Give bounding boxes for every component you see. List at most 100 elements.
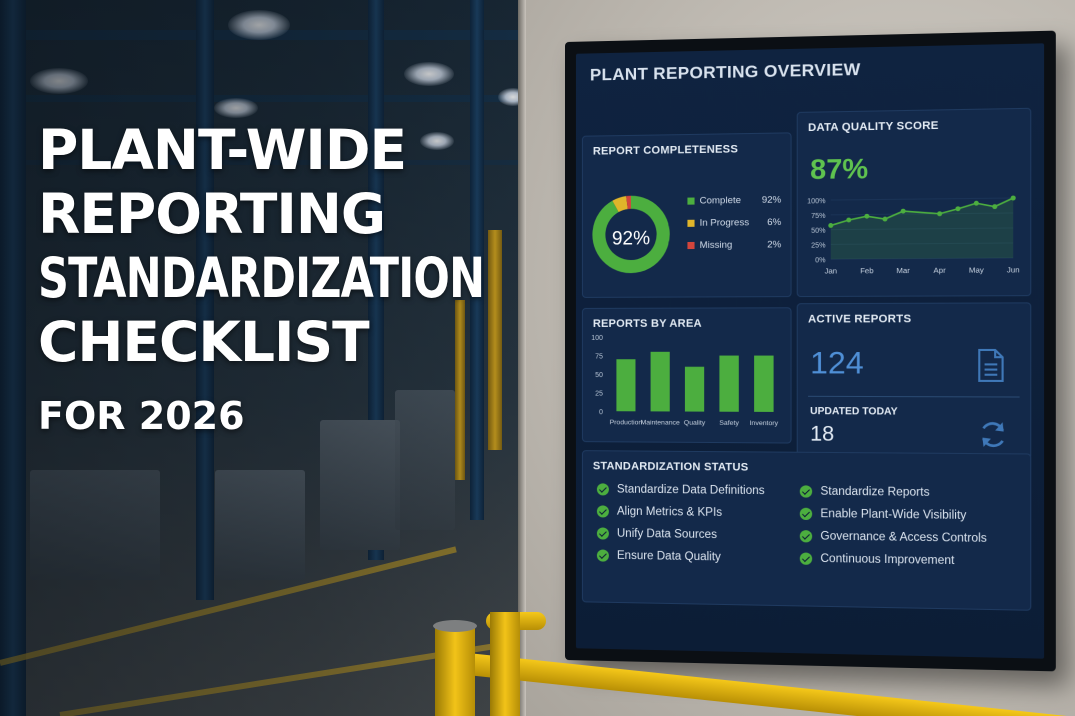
y-tick-label: 100% xyxy=(807,198,825,205)
checklist-item: Unify Data Sources xyxy=(596,527,717,542)
updated-today-title: UPDATED TODAY xyxy=(810,405,898,418)
bar-inventory xyxy=(754,355,774,412)
card-title: REPORTS BY AREA xyxy=(592,317,702,330)
y-tick-label: 0 xyxy=(599,409,603,416)
x-tick-label: Apr xyxy=(934,266,947,275)
report-completeness-card: REPORT COMPLETENESS 92% Complete 92% In … xyxy=(582,132,792,298)
quality-point xyxy=(882,216,888,222)
checklist-label: Standardize Data Definitions xyxy=(616,483,765,498)
checklist-label: Unify Data Sources xyxy=(616,527,717,542)
bar-maintenance xyxy=(650,351,670,412)
wall-edge xyxy=(518,0,526,716)
legend-value: 92% xyxy=(761,194,782,206)
divider xyxy=(808,395,1020,398)
legend-label: Complete xyxy=(699,194,742,207)
headline-line: CHECKLIST xyxy=(38,310,370,374)
headline-line: STANDARDIZATION xyxy=(38,246,485,310)
checklist-item: Enable Plant-Wide Visibility xyxy=(799,507,967,523)
legend-label: Missing xyxy=(699,239,733,251)
data-quality-card: DATA QUALITY SCORE 87% 0% 25% 50% 75% 100% Ja… xyxy=(796,107,1032,298)
x-tick-label: Safety xyxy=(719,420,739,427)
x-tick-label: Mar xyxy=(896,266,910,275)
check-icon xyxy=(799,552,813,565)
dashboard-screen: PLANT REPORTING OVERVIEW REPORT COMPLETE… xyxy=(575,43,1045,659)
y-tick-label: 75% xyxy=(811,213,825,220)
check-icon xyxy=(596,505,609,518)
legend-item-complete: Complete 92% xyxy=(687,194,782,207)
x-tick-label: Jun xyxy=(1007,265,1020,274)
x-tick-label: Maintenance xyxy=(641,419,680,426)
y-tick-label: 25 xyxy=(595,391,603,398)
checklist-label: Governance & Access Controls xyxy=(820,530,987,545)
card-title: DATA QUALITY SCORE xyxy=(808,119,939,135)
check-icon xyxy=(596,527,609,540)
x-tick-label: Inventory xyxy=(750,420,779,427)
checklist-item: Governance & Access Controls xyxy=(799,530,987,545)
quality-point xyxy=(846,217,852,223)
checklist-label: Standardize Reports xyxy=(820,485,930,499)
checklist-label: Ensure Data Quality xyxy=(616,549,721,564)
x-tick-label: Jan xyxy=(825,266,837,275)
check-icon xyxy=(799,507,813,521)
legend-label: In Progress xyxy=(699,217,750,229)
legend-swatch xyxy=(687,219,695,227)
refresh-icon xyxy=(977,419,1009,450)
legend-item-missing: Missing 2% xyxy=(687,239,781,251)
active-reports-count: 124 xyxy=(810,344,864,381)
document-icon xyxy=(977,349,1005,382)
quality-area-fill xyxy=(830,198,1014,260)
y-tick-label: 0% xyxy=(815,257,825,264)
legend-value: 2% xyxy=(767,239,782,251)
gridline xyxy=(831,198,1013,200)
card-title: STANDARDIZATION STATUS xyxy=(592,460,749,474)
bar-production xyxy=(616,359,636,412)
check-icon xyxy=(799,485,813,498)
updated-today-count: 18 xyxy=(810,422,835,446)
bar-quality xyxy=(684,366,705,412)
headline: PLANT-WIDE REPORTING STANDARDIZATION CHE… xyxy=(38,118,518,438)
headline-subline: FOR 2026 xyxy=(38,394,245,438)
headline-line: PLANT-WIDE xyxy=(38,118,407,182)
railing-post-cap xyxy=(433,620,477,632)
legend-item-in-progress: In Progress 6% xyxy=(687,217,781,229)
card-title: ACTIVE REPORTS xyxy=(808,313,912,326)
checklist-label: Align Metrics & KPIs xyxy=(616,505,723,519)
reports-by-area-card: REPORTS BY AREA 0 25 50 75 100 Production Main… xyxy=(581,307,792,444)
check-icon xyxy=(596,483,609,496)
y-tick-label: 50 xyxy=(595,372,603,379)
safety-railing-post xyxy=(490,612,520,716)
quality-trend-chart: 0% 25% 50% 75% 100% Jan Feb Mar Apr May Jun xyxy=(807,192,1020,276)
active-reports-card: ACTIVE REPORTS 124 UPDATED TODAY 18 xyxy=(796,302,1032,460)
legend-value: 6% xyxy=(767,216,782,229)
legend-swatch xyxy=(687,197,695,205)
y-tick-label: 25% xyxy=(811,242,825,249)
check-icon xyxy=(799,530,813,543)
y-tick-label: 100 xyxy=(591,335,603,342)
dashboard-title: PLANT REPORTING OVERVIEW xyxy=(589,59,861,85)
quality-point xyxy=(828,223,834,228)
x-tick-label: Feb xyxy=(860,266,873,275)
quality-score: 87% xyxy=(810,152,869,186)
checklist-label: Continuous Improvement xyxy=(820,552,955,568)
card-title: REPORT COMPLETENESS xyxy=(592,143,739,158)
checklist-item: Standardize Data Definitions xyxy=(596,483,765,498)
factory-background xyxy=(0,0,525,716)
y-tick-label: 50% xyxy=(811,228,825,235)
headline-line: REPORTING xyxy=(38,182,386,246)
x-tick-label: Production xyxy=(610,419,643,426)
y-tick-label: 75 xyxy=(595,353,603,360)
checklist-item: Ensure Data Quality xyxy=(596,549,721,564)
checklist-item: Standardize Reports xyxy=(799,485,930,499)
checklist-item: Continuous Improvement xyxy=(799,552,955,568)
checklist-item: Align Metrics & KPIs xyxy=(596,505,723,519)
x-tick-label: Quality xyxy=(684,420,706,427)
checklist-label: Enable Plant-Wide Visibility xyxy=(820,507,967,523)
wall-monitor: PLANT REPORTING OVERVIEW REPORT COMPLETE… xyxy=(565,30,1056,672)
check-icon xyxy=(596,549,609,562)
x-tick-label: May xyxy=(969,265,984,274)
donut-slice-in-progress xyxy=(615,203,626,207)
quality-point xyxy=(1010,195,1016,201)
donut-center-label: 92% xyxy=(611,228,651,250)
